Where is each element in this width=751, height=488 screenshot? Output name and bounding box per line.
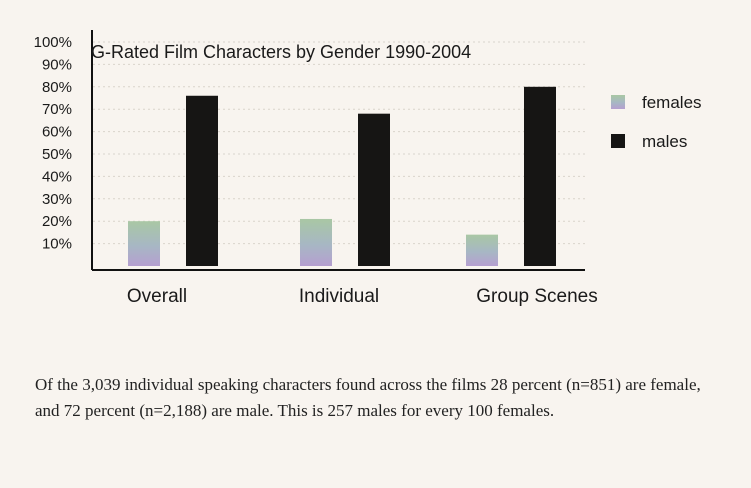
caption-text: Of the 3,039 individual speaking charact… <box>35 375 701 420</box>
bar-males-group-scenes <box>524 86 556 266</box>
y-tick-label: 20% <box>42 213 72 230</box>
legend: females males <box>611 93 702 151</box>
legend-label-males: males <box>642 132 687 151</box>
bar-males-overall <box>186 95 218 266</box>
y-tick-label: 60% <box>42 124 72 141</box>
legend-swatch-males <box>611 134 625 148</box>
bars <box>128 86 556 267</box>
y-tick-label: 90% <box>42 56 72 73</box>
legend-label-females: females <box>642 93 702 112</box>
y-tick-label: 50% <box>42 146 72 163</box>
y-tick-label: 100% <box>34 34 72 51</box>
y-tick-labels: 100% 90% 80% 70% 60% 50% 40% 30% 20% 10% <box>34 34 72 253</box>
x-tick-label: Group Scenes <box>476 286 597 307</box>
bar-females-group-scenes <box>466 234 498 266</box>
y-tick-label: 40% <box>42 168 72 185</box>
bar-males-individual <box>358 113 390 267</box>
bar-chart: 100% 90% 80% 70% 60% 50% 40% 30% 20% 10% G-Rated … <box>34 30 702 307</box>
y-tick-label: 10% <box>42 236 72 253</box>
bar-females-individual <box>300 218 332 266</box>
bar-females-overall <box>128 221 160 266</box>
legend-swatch-females <box>611 95 625 109</box>
y-tick-label: 80% <box>42 79 72 96</box>
x-tick-labels: Overall Individual Group Scenes <box>127 286 598 307</box>
y-tick-label: 70% <box>42 101 72 118</box>
x-tick-label: Individual <box>299 286 379 307</box>
y-tick-label: 30% <box>42 191 72 208</box>
chart-title: G-Rated Film Characters by Gender 1990-2… <box>91 42 471 62</box>
gridlines <box>93 41 585 245</box>
x-tick-label: Overall <box>127 286 187 307</box>
